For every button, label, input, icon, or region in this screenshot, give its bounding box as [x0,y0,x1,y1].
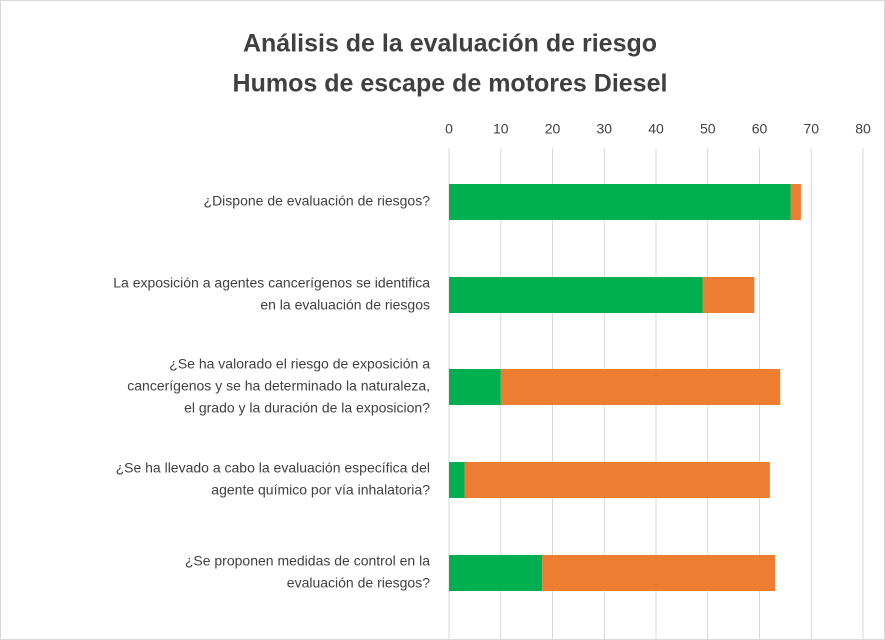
x-tick-label: 80 [855,121,871,137]
bar-segment [790,184,801,220]
category-label: La exposición a agentes cancerígenos se … [113,275,430,291]
category-label: ¿Se ha llevado a cabo la evaluación espe… [116,460,430,476]
x-tick-label: 40 [648,121,664,137]
bar-segment [702,277,755,313]
category-label: cancerígenos y se ha determinado la natu… [127,378,430,394]
category-label: ¿Dispone de evaluación de riesgos? [204,193,431,209]
bar-segment [464,462,770,498]
chart-title: Análisis de la evaluación de riesgo [243,30,657,58]
x-tick-label: 10 [493,121,509,137]
bar-segment [449,184,791,220]
x-tick-label: 70 [803,121,819,137]
category-label: evaluación de riesgos? [287,575,430,591]
category-label: agente químico por vía inhalatoria? [211,482,430,498]
x-tick-label: 20 [545,121,561,137]
x-tick-label: 30 [596,121,612,137]
category-label: en la evaluación de riesgos [260,297,430,313]
x-tick-label: 0 [445,121,453,137]
category-label: ¿Se ha valorado el riesgo de exposición … [169,356,430,372]
bar-segment [449,277,703,313]
chart-title: Humos de escape de motores Diesel [233,70,668,98]
category-label: el grado y la duración de la exposicion? [184,400,430,416]
bar-segment [449,369,501,405]
bar-segment [449,555,543,591]
x-tick-label: 60 [752,121,768,137]
x-tick-label: 50 [700,121,716,137]
bar-segment [542,555,776,591]
bar-segment [449,462,465,498]
category-label: ¿Se proponen medidas de control en la [185,553,430,569]
bar-segment [500,369,781,405]
